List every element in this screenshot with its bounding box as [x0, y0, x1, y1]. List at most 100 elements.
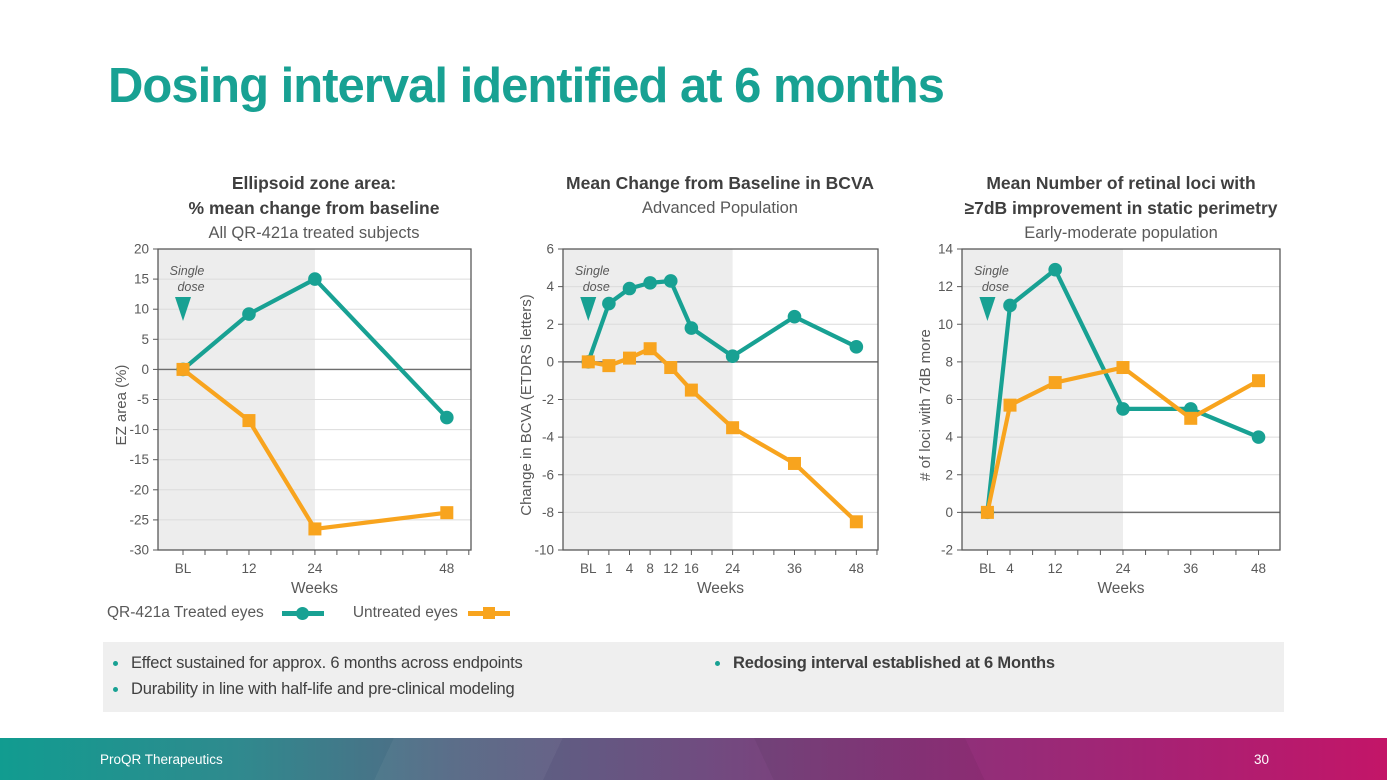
list-item: Redosing interval established at 6 Month… — [715, 650, 1055, 676]
takeaway-text: Effect sustained for approx. 6 months ac… — [131, 654, 523, 672]
treated-data-point — [440, 410, 454, 425]
takeaway-text: Durability in line with half-life and pr… — [131, 680, 515, 698]
treated-series-line — [180, 277, 449, 420]
bullet-icon — [113, 661, 118, 666]
chart-title: ≥7dB improvement in static perimetry — [964, 198, 1278, 218]
y-tick-label: 5 — [141, 332, 149, 347]
untreated-data-point — [176, 362, 190, 376]
y-tick-label: -4 — [542, 430, 554, 445]
treated-data-point — [581, 355, 596, 369]
x-tick-label: 24 — [307, 561, 323, 576]
untreated-data-point — [1252, 374, 1266, 388]
y-tick-label: -10 — [129, 422, 149, 437]
treated-series-line — [985, 267, 1261, 515]
untreated-series-line — [180, 367, 449, 532]
dosing-period-shading — [563, 249, 733, 550]
x-axis-label: Weeks — [697, 580, 744, 597]
y-tick-label: 12 — [938, 279, 953, 294]
treated-data-point — [849, 340, 864, 354]
treated-data-point — [787, 309, 802, 324]
list-item: Effect sustained for approx. 6 months ac… — [113, 650, 523, 676]
chart-subtitle: Advanced Population — [642, 199, 798, 217]
single-dose-label: dose — [177, 280, 204, 294]
chart-title: Mean Change from Baseline in BCVA — [566, 173, 874, 193]
treated-data-point — [1116, 402, 1130, 416]
untreated-data-point — [1003, 398, 1017, 412]
untreated-data-point — [602, 359, 616, 373]
x-tick-label: 4 — [626, 561, 634, 576]
treated-data-point — [684, 321, 699, 335]
y-axis-label: # of loci with 7dB more — [917, 329, 934, 481]
y-tick-label: -2 — [542, 392, 554, 407]
x-axis-label: Weeks — [291, 580, 338, 597]
ez-area-chart-title-block: Ellipsoid zone area: % mean change from … — [124, 171, 504, 246]
untreated-data-point — [623, 351, 637, 365]
untreated-data-point — [726, 421, 740, 435]
y-tick-label: -2 — [941, 543, 953, 558]
y-tick-label: 15 — [134, 272, 149, 287]
x-tick-label: 36 — [787, 561, 802, 576]
single-dose-label: Single — [170, 264, 205, 278]
x-tick-label: 48 — [1251, 561, 1266, 576]
y-tick-label: 6 — [546, 242, 554, 257]
untreated-data-point — [440, 506, 454, 520]
treated-data-point — [1251, 430, 1266, 444]
treated-series-swatch-icon — [281, 605, 324, 621]
x-tick-label: 12 — [1048, 561, 1063, 576]
x-tick-label: 36 — [1183, 561, 1198, 576]
untreated-data-point — [308, 522, 322, 536]
x-tick-label: 4 — [1006, 561, 1014, 576]
y-tick-label: -6 — [542, 467, 554, 482]
untreated-series-swatch-icon — [467, 605, 510, 621]
untreated-series-line — [985, 365, 1261, 515]
treated-data-point — [663, 274, 678, 288]
chart-title: Ellipsoid zone area: — [231, 173, 397, 193]
single-dose-arrow-icon — [979, 297, 996, 321]
y-tick-label: 4 — [546, 279, 554, 294]
y-tick-label: -15 — [129, 452, 149, 467]
treated-circle-marker-icon — [295, 606, 309, 620]
legend-label-treated: QR-421a Treated eyes — [107, 604, 264, 621]
y-tick-label: -25 — [129, 512, 149, 527]
y-tick-label: -5 — [137, 392, 149, 407]
plot-border — [961, 248, 1281, 551]
chart-subtitle: Early-moderate population — [1024, 224, 1218, 242]
untreated-square-marker-icon — [482, 607, 495, 619]
untreated-data-point — [643, 342, 657, 356]
treated-data-point — [725, 349, 740, 364]
x-tick-label: BL — [979, 561, 996, 576]
treated-data-point — [1003, 298, 1017, 313]
legend-label-untreated: Untreated eyes — [352, 604, 458, 621]
treated-data-point — [602, 296, 616, 311]
y-tick-label: 10 — [938, 317, 953, 332]
y-axis-label: EZ area (%) — [113, 365, 130, 446]
y-tick-label: 0 — [141, 362, 149, 377]
bullet-icon — [113, 687, 118, 692]
footer-bar: ProQR Therapeutics 30 — [0, 738, 1387, 780]
bullet-icon — [715, 661, 720, 666]
y-tick-label: 0 — [546, 354, 554, 369]
x-tick-label: 48 — [849, 561, 864, 576]
treated-data-point — [622, 281, 637, 296]
bcva-chart-title-block: Mean Change from Baseline in BCVA Advanc… — [530, 171, 910, 221]
treated-data-point — [643, 276, 657, 290]
treated-data-point — [176, 362, 190, 377]
untreated-data-point — [849, 515, 863, 529]
dosing-period-shading — [962, 249, 1123, 550]
x-tick-label: 24 — [1115, 561, 1131, 576]
single-dose-arrow-icon — [175, 297, 192, 321]
chart-subtitle: All QR-421a treated subjects — [208, 224, 420, 242]
x-tick-label: 16 — [684, 561, 699, 576]
untreated-data-point — [1048, 376, 1062, 390]
x-tick-label: 8 — [646, 561, 654, 576]
single-dose-label: Single — [575, 264, 610, 278]
untreated-data-point — [1184, 411, 1198, 425]
x-tick-label: 24 — [725, 561, 741, 576]
footer-company: ProQR Therapeutics — [100, 751, 223, 767]
y-tick-label: 0 — [945, 505, 953, 520]
y-tick-label: -10 — [534, 543, 554, 558]
list-item: Durability in line with half-life and pr… — [113, 676, 523, 702]
untreated-data-point — [980, 505, 994, 519]
y-axis-label: Change in BCVA (ETDRS letters) — [518, 294, 535, 515]
